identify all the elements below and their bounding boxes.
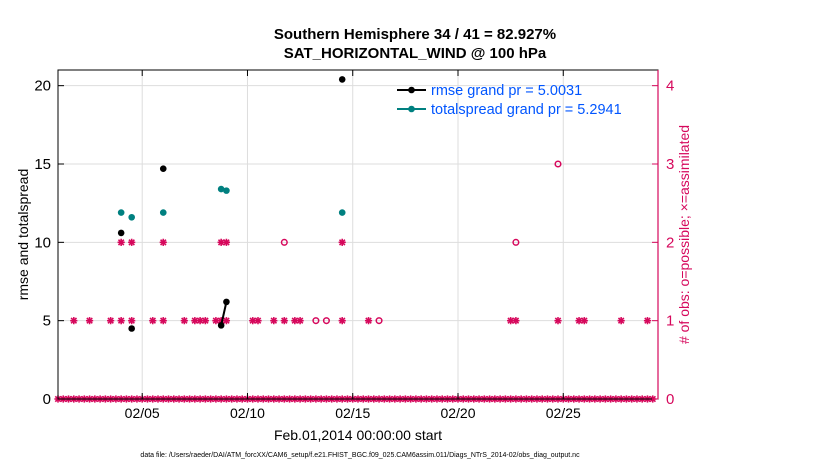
y-tick-label-right: 2 (666, 234, 674, 251)
rmse-point (338, 76, 346, 83)
obs-assimilated-marker (159, 238, 167, 246)
obs-assimilated-marker (617, 317, 625, 325)
obs-assimilated-marker (296, 317, 304, 325)
obs-assimilated-marker (128, 317, 136, 325)
y-tick-label-right: 1 (666, 313, 674, 330)
totalspread-point (159, 209, 167, 216)
obs-assimilated-marker (70, 317, 78, 325)
obs-assimilated-marker (85, 317, 94, 325)
x-axis-label: Feb.01,2014 00:00:00 start (273, 427, 443, 443)
obs-assimilated-marker (117, 317, 125, 325)
chart-title-line1: Southern Hemisphere 34 / 41 = 82.927% (273, 26, 557, 43)
rmse-point (217, 322, 225, 329)
rmse-point (117, 229, 125, 237)
obs-markers (54, 160, 657, 403)
rmse-point (128, 325, 135, 332)
grid (58, 70, 658, 400)
obs-possible-marker (322, 317, 330, 325)
obs-assimilated-marker (554, 317, 562, 325)
totalspread-point (338, 209, 346, 216)
obs-assimilated-marker (338, 317, 346, 325)
rmse-point (223, 298, 230, 306)
legend: rmse grand pr = 5.0031 totalspread grand … (397, 83, 622, 118)
x-tick-label: 02/10 (230, 405, 265, 421)
obs-assimilated-marker (270, 317, 278, 325)
obs-assimilated-marker (507, 317, 515, 325)
obs-assimilated-marker (643, 317, 652, 325)
totalspread-point (117, 209, 125, 216)
obs-assimilated-marker (128, 238, 136, 246)
totalspread-point (223, 187, 230, 194)
legend-marker (408, 86, 415, 94)
obs-assimilated-marker (201, 317, 209, 325)
y-tick-label-right: 0 (666, 391, 674, 408)
y-tick-label-left: 0 (43, 391, 51, 408)
obs-assimilated-marker (254, 317, 262, 325)
totalspread-point (128, 213, 135, 221)
y-tick-label-left: 5 (43, 313, 51, 330)
obs-assimilated-marker (212, 317, 220, 325)
obs-assimilated-marker (107, 317, 115, 325)
x-tick-label: 02/15 (335, 405, 370, 421)
y-tick-label-left: 20 (34, 78, 51, 95)
y-tick-label-right: 4 (666, 78, 674, 95)
obs-assimilated-marker (191, 317, 199, 325)
obs-assimilated-marker (149, 317, 157, 325)
axes-ticks: 02/05 02/10 02/15 02/20 02/25 0 5 10 15 20 0 1 2 3 4 (34, 70, 674, 421)
series-segment (220, 301, 228, 326)
legend-label: rmse grand pr = 5.0031 (431, 83, 582, 99)
legend-marker (408, 105, 415, 113)
x-tick-label: 02/05 (125, 405, 160, 421)
y-axis-label-right: # of obs: o=possible; ×=assimilated (676, 125, 692, 344)
obs-possible-marker (312, 317, 320, 325)
obs-assimilated-marker (280, 317, 288, 325)
obs-assimilated-marker (222, 317, 231, 325)
obs-assimilated-marker (222, 238, 231, 246)
footer-file-path: data file: /Users/raeder/DAI/ATM_forcXX/… (140, 452, 580, 459)
obs-assimilated-marker (180, 317, 188, 325)
obs-assimilated-marker (117, 238, 125, 246)
obs-possible-marker (280, 238, 288, 246)
rmse-point (159, 165, 167, 172)
y-tick-label-left: 15 (34, 156, 51, 173)
y-tick-label-left: 10 (34, 234, 51, 251)
x-tick-label: 02/20 (440, 405, 475, 421)
legend-label: totalspread grand pr = 5.2941 (431, 102, 622, 118)
chart-title-line2: SAT_HORIZONTAL_WIND @ 100 hPa (283, 45, 547, 62)
y-axis-label-left: rmse and totalspread (15, 169, 31, 301)
obs-assimilated-marker (338, 238, 346, 246)
obs-assimilated-marker (512, 317, 520, 325)
obs-assimilated-marker (159, 317, 167, 325)
x-tick-label: 02/25 (546, 405, 581, 421)
obs-possible-marker (554, 160, 562, 168)
totalspread-point (217, 185, 225, 193)
obs-assimilated-marker (364, 317, 373, 325)
y-tick-label-right: 3 (666, 156, 674, 173)
obs-possible-marker (512, 238, 520, 246)
obs-assimilated-marker (580, 317, 588, 325)
plot-area (57, 69, 659, 400)
series-markers (117, 76, 346, 332)
obs-possible-marker (375, 317, 383, 325)
